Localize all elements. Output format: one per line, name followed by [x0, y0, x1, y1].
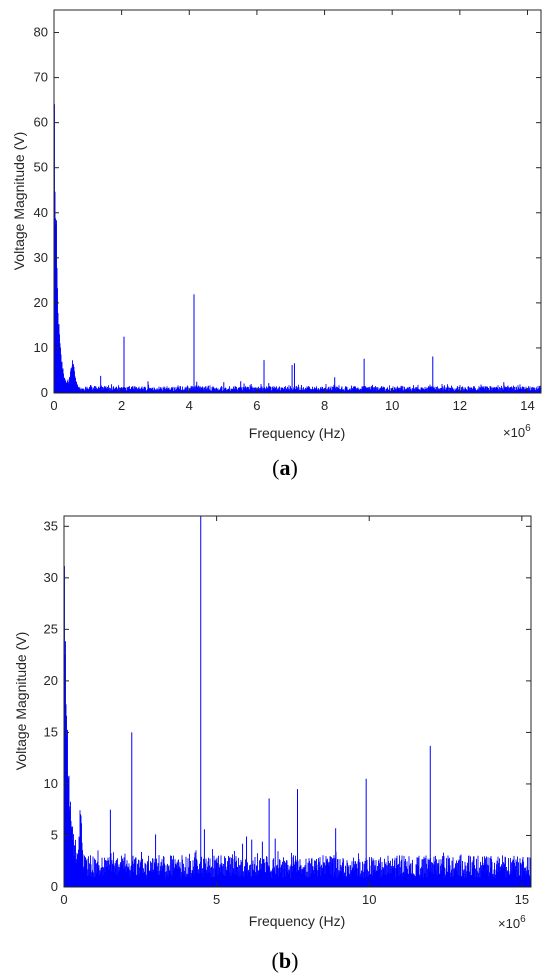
x-exponent-power-b: 6 [520, 914, 526, 925]
axes-frame-b [63, 515, 532, 888]
y-tick-label: 10 [34, 340, 48, 355]
y-tick-label: 30 [44, 570, 58, 585]
y-tick-label: 40 [34, 205, 48, 220]
caption-letter-a: a [280, 455, 291, 480]
x-exponent-power-a: 6 [525, 423, 531, 434]
y-axis-label-a: Voltage Magnitude (V) [11, 132, 27, 271]
x-tick-label: 14 [520, 398, 534, 413]
caption-b: (b) [272, 948, 299, 973]
y-tick-label: 30 [34, 250, 48, 265]
ticks-a: 0 2 4 6 8 10 12 14 0 10 20 30 40 50 60 70 80 [34, 10, 541, 413]
data-marks-b [63, 516, 532, 887]
x-axis-label-b: Frequency (Hz) [249, 913, 345, 929]
y-axis-label-b: Voltage Magnitude (V) [13, 632, 29, 771]
y-tick-label: 60 [34, 115, 48, 130]
y-tick-label: 80 [34, 25, 48, 40]
x-tick-label: 0 [60, 892, 67, 907]
x-tick-label: 6 [253, 398, 260, 413]
y-tick-label: 0 [51, 879, 58, 894]
y-tick-label: 5 [51, 827, 58, 842]
y-tick-label: 70 [34, 70, 48, 85]
caption-letter-b: b [279, 948, 291, 973]
x-tick-label: 15 [515, 892, 529, 907]
x-axis-label-a: Frequency (Hz) [249, 425, 345, 441]
x-tick-label: 12 [453, 398, 467, 413]
x-tick-label: 10 [362, 892, 376, 907]
chart-panel-a: 0 2 4 6 8 10 12 14 0 10 20 30 40 50 60 70 80 Frequency (… [11, 9, 542, 480]
x-tick-label: 8 [321, 398, 328, 413]
plot-area-a [54, 10, 541, 393]
x-exponent-base-a: ×10 [503, 425, 525, 440]
y-tick-label: 20 [34, 295, 48, 310]
x-exponent-a: ×106 [503, 423, 531, 440]
chart-panel-b: 0 5 10 15 0 5 10 15 20 25 30 35 Frequency (Hz) Volt… [13, 515, 532, 973]
x-tick-label: 2 [118, 398, 125, 413]
ticks-b: 0 5 10 15 0 5 10 15 20 25 30 35 [44, 516, 531, 907]
axes-frame-a [53, 9, 542, 394]
x-tick-label: 10 [385, 398, 399, 413]
x-tick-label: 0 [50, 398, 57, 413]
y-tick-label: 20 [44, 673, 58, 688]
x-tick-label: 5 [213, 892, 220, 907]
y-tick-label: 10 [44, 776, 58, 791]
y-tick-label: 25 [44, 621, 58, 636]
x-exponent-base-b: ×10 [498, 916, 520, 931]
data-marks-a [53, 48, 542, 393]
x-tick-label: 4 [186, 398, 193, 413]
y-tick-label: 35 [44, 518, 58, 533]
y-tick-label: 50 [34, 160, 48, 175]
y-tick-label: 0 [41, 385, 48, 400]
y-tick-label: 15 [44, 724, 58, 739]
caption-a: (a) [272, 455, 298, 480]
x-exponent-b: ×106 [498, 914, 526, 931]
